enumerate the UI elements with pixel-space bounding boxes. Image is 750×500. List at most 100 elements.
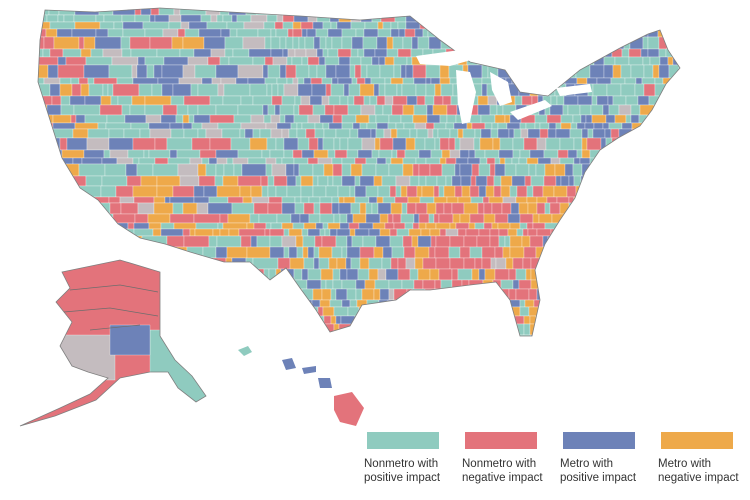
county-cell: [310, 77, 323, 85]
county-cell: [370, 77, 386, 85]
county-cell: [574, 246, 582, 259]
county-cell: [252, 56, 266, 66]
county-cell: [412, 299, 424, 308]
county-cell: [236, 306, 246, 317]
county-cell: [316, 64, 327, 79]
county-cell: [673, 202, 680, 215]
county-cell: [602, 149, 616, 159]
county-cell: [579, 202, 587, 215]
county-cell: [148, 149, 171, 159]
county-cell: [544, 163, 556, 177]
county-cell: [227, 213, 251, 224]
county-cell: [328, 95, 341, 106]
county-cell: [283, 306, 292, 317]
county-cell: [361, 163, 377, 177]
county-cell: [274, 104, 281, 116]
county-cell: [275, 28, 289, 38]
county-cell: [656, 246, 672, 259]
county-cell: [643, 185, 653, 198]
county-cell: [329, 299, 343, 308]
county-cell: [610, 315, 621, 325]
county-cell: [376, 122, 389, 130]
county-cell: [688, 203, 697, 214]
county-cell: [681, 176, 686, 186]
county-cell: [235, 77, 249, 85]
county-cell: [269, 235, 283, 248]
county-cell: [523, 246, 537, 259]
county-cell: [454, 163, 461, 177]
county-cell: [643, 299, 651, 308]
county-cell: [500, 279, 514, 290]
county-cell: [314, 323, 321, 336]
county-cell: [643, 334, 657, 336]
county-cell: [109, 202, 122, 215]
county-cell: [249, 137, 268, 151]
county-cell: [346, 149, 359, 159]
county-cell: [348, 83, 361, 97]
county-cell: [440, 14, 447, 23]
county-cell: [365, 157, 378, 165]
county-cell: [660, 104, 668, 116]
county-cell: [661, 235, 670, 248]
county-cell: [261, 306, 274, 317]
county-cell: [384, 56, 395, 66]
county-cell: [592, 128, 606, 139]
county-cell: [492, 137, 501, 151]
county-cell: [400, 64, 407, 79]
county-cell: [672, 288, 680, 301]
county-cell: [508, 288, 517, 301]
county-cell: [583, 257, 595, 270]
county-cell: [643, 315, 654, 325]
county-cell: [485, 334, 501, 336]
county-cell: [511, 157, 520, 165]
legend-label-nonmetro-positive: Nonmetro with positive impact: [364, 458, 441, 484]
county-cell: [366, 64, 381, 79]
county-cell: [481, 315, 490, 325]
county-cell: [505, 14, 512, 23]
county-cell: [290, 306, 304, 317]
county-cell: [222, 175, 239, 187]
county-cell: [608, 36, 620, 50]
county-cell: [305, 48, 318, 58]
county-cell: [659, 315, 670, 325]
county-cell: [385, 157, 392, 165]
county-cell: [333, 213, 341, 224]
county-cell: [265, 157, 277, 165]
county-cell: [230, 334, 242, 336]
county-cell: [183, 128, 199, 139]
county-cell: [161, 64, 184, 79]
county-cell: [154, 137, 168, 151]
county-cell: [550, 95, 558, 106]
county-cell: [504, 114, 511, 124]
county-cell: [110, 246, 118, 259]
county-cell: [302, 306, 309, 317]
county-cell: [138, 157, 156, 165]
county-cell: [379, 213, 389, 224]
county-cell: [591, 114, 607, 124]
county-cell: [368, 228, 381, 237]
county-cell: [49, 21, 76, 30]
county-cell: [656, 279, 669, 290]
county-cell: [391, 149, 398, 159]
county-cell: [100, 95, 112, 106]
county-cell: [421, 306, 437, 317]
county-cell: [205, 128, 223, 139]
county-cell: [425, 157, 441, 165]
county-cell: [512, 334, 520, 336]
county-cell: [238, 279, 248, 290]
county-cell: [173, 222, 197, 230]
county-cell: [137, 202, 155, 215]
county-cell: [500, 175, 513, 187]
county-cell: [168, 21, 182, 30]
county-cell: [397, 268, 411, 281]
county-cell: [197, 83, 219, 97]
county-cell: [386, 48, 399, 58]
county-cell: [370, 315, 380, 325]
county-cell: [277, 257, 291, 270]
county-cell: [583, 323, 590, 336]
county-cell: [637, 95, 650, 106]
county-cell: [166, 257, 173, 270]
county-cell: [292, 77, 299, 85]
county-cell: [584, 122, 595, 130]
county-cell: [350, 48, 359, 58]
